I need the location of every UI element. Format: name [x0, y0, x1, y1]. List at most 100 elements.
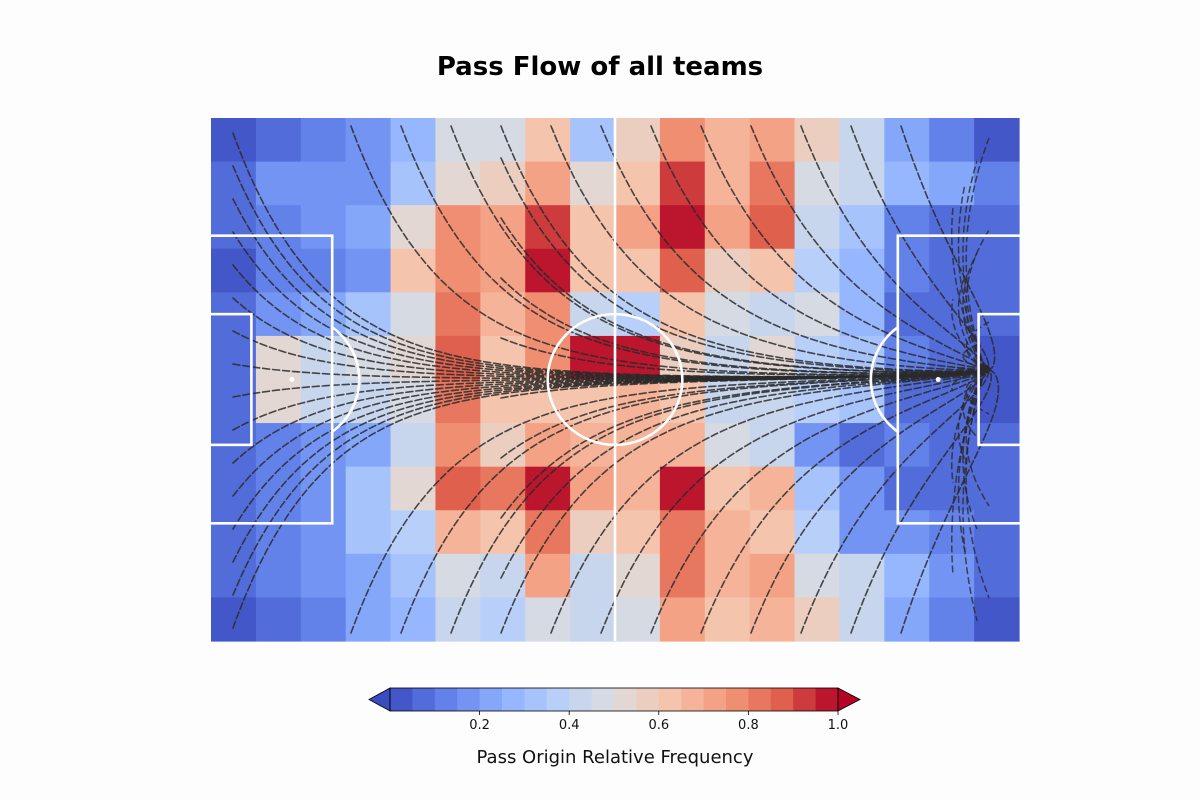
- heatmap-cell: [255, 553, 302, 599]
- flow-streamline: [965, 229, 990, 371]
- colorbar-segment: [614, 688, 637, 711]
- heatmap-cell: [884, 553, 930, 599]
- heatmap-cell: [615, 553, 661, 599]
- heatmap-cell: [884, 205, 930, 250]
- heatmap-cell: [615, 466, 661, 511]
- colorbar-segment: [793, 688, 817, 711]
- heatmap-cell: [884, 161, 930, 206]
- heatmap-cell: [839, 423, 885, 468]
- heatmap-cell: [974, 510, 1020, 555]
- heatmap-cell: [929, 161, 975, 206]
- flow-streamline: [957, 183, 986, 370]
- heatmap-cell: [211, 597, 257, 642]
- flow-streamline: [962, 369, 987, 622]
- heatmap-cell: [525, 510, 571, 555]
- heatmap-cell: [255, 510, 302, 555]
- colorbar-segment: [591, 688, 615, 711]
- heatmap-cell: [794, 597, 841, 642]
- heatmap-cell: [480, 161, 526, 206]
- colorbar-segment: [726, 688, 749, 711]
- heatmap-cell: [390, 423, 437, 468]
- colorbar-segment: [457, 688, 481, 711]
- heatmap-cell: [435, 466, 481, 511]
- heatmap-cell: [255, 205, 302, 250]
- heatmap-cell: [480, 292, 526, 337]
- heatmap-cell: [839, 292, 885, 337]
- heatmap-cell: [615, 118, 661, 163]
- heatmap-cell: [884, 466, 930, 511]
- colorbar-frame: [389, 687, 839, 712]
- heatmap-cell: [615, 597, 661, 642]
- heatmap-cell: [704, 423, 751, 468]
- heatmap-cell: [300, 118, 347, 163]
- heatmap-cell: [794, 510, 841, 555]
- colorbar-label: Pass Origin Relative Frequency: [476, 747, 754, 768]
- heatmap-cell: [435, 553, 481, 599]
- heatmap-cell: [525, 248, 571, 293]
- heatmap-cell: [749, 510, 796, 555]
- flow-streamline: [962, 160, 987, 370]
- colorbar-segment: [546, 688, 570, 711]
- heatmap-cell: [435, 161, 481, 206]
- flow-streamline: [965, 321, 990, 371]
- heatmap-cell: [659, 248, 706, 293]
- heatmap-cell: [704, 597, 751, 642]
- right-six-yard-box: [977, 312, 1023, 447]
- heatmap-cell: [570, 466, 616, 511]
- heatmap-cell: [525, 553, 571, 599]
- colorbar-segment: [636, 688, 660, 711]
- heatmap-cell: [390, 553, 437, 599]
- heatmap-cell: [255, 335, 302, 381]
- heatmap-cell: [749, 161, 796, 206]
- colorbar-extend-max: [837, 687, 861, 712]
- heatmap-cell: [794, 423, 841, 468]
- heatmap-cell: [255, 118, 302, 163]
- heatmap-cell: [749, 248, 796, 293]
- heatmap-cell: [570, 118, 616, 163]
- heatmap-cell: [480, 248, 526, 293]
- colorbar-segment: [658, 688, 682, 711]
- heatmap-cell: [974, 553, 1020, 599]
- heatmap-cell: [435, 423, 481, 468]
- colorbar-segment: [681, 688, 705, 711]
- heatmap-cell: [704, 205, 751, 250]
- centre-circle: [546, 312, 684, 447]
- heatmap-cell: [704, 292, 751, 337]
- heatmap-cell: [704, 118, 751, 163]
- right-penalty-arc: [869, 326, 899, 433]
- colorbar-extend-min: [368, 687, 391, 712]
- heatmap-cell: [435, 597, 481, 642]
- heatmap-cell: [839, 248, 885, 293]
- heatmap-cell: [570, 205, 616, 250]
- heatmap-cell: [929, 597, 975, 642]
- heatmap-cell: [659, 423, 706, 468]
- chart-title: Pass Flow of all teams: [436, 52, 764, 82]
- heatmap-cell: [211, 379, 257, 424]
- flow-streamline: [951, 369, 986, 576]
- heatmap-cell: [300, 161, 347, 206]
- heatmap-cell: [300, 466, 347, 511]
- heatmap-cell: [390, 292, 437, 337]
- heatmap-cell: [255, 379, 302, 424]
- heatmap-cell: [794, 118, 841, 163]
- heatmap-cell: [300, 553, 347, 599]
- heatmap-cell: [435, 118, 481, 163]
- heatmap-cell: [839, 161, 885, 206]
- colorbar-segment: [748, 688, 772, 711]
- heatmap-cell: [974, 118, 1020, 163]
- flow-streamline: [965, 137, 990, 370]
- heatmap-cell: [390, 466, 437, 511]
- left-penalty-arc: [331, 326, 361, 433]
- flow-streamline: [965, 369, 990, 599]
- flow-streamline: [965, 369, 990, 415]
- heatmap-cell: [749, 553, 796, 599]
- heatmap-cell: [929, 118, 975, 163]
- heatmap-cell: [390, 161, 437, 206]
- colorbar-segment: [524, 688, 548, 711]
- heatmap-cell: [615, 335, 661, 381]
- heatmap-cell: [435, 248, 481, 293]
- heatmap-cell: [884, 379, 930, 424]
- heatmap-cell: [794, 466, 841, 511]
- heatmap-cell: [345, 510, 392, 555]
- heatmap-cell: [839, 379, 885, 424]
